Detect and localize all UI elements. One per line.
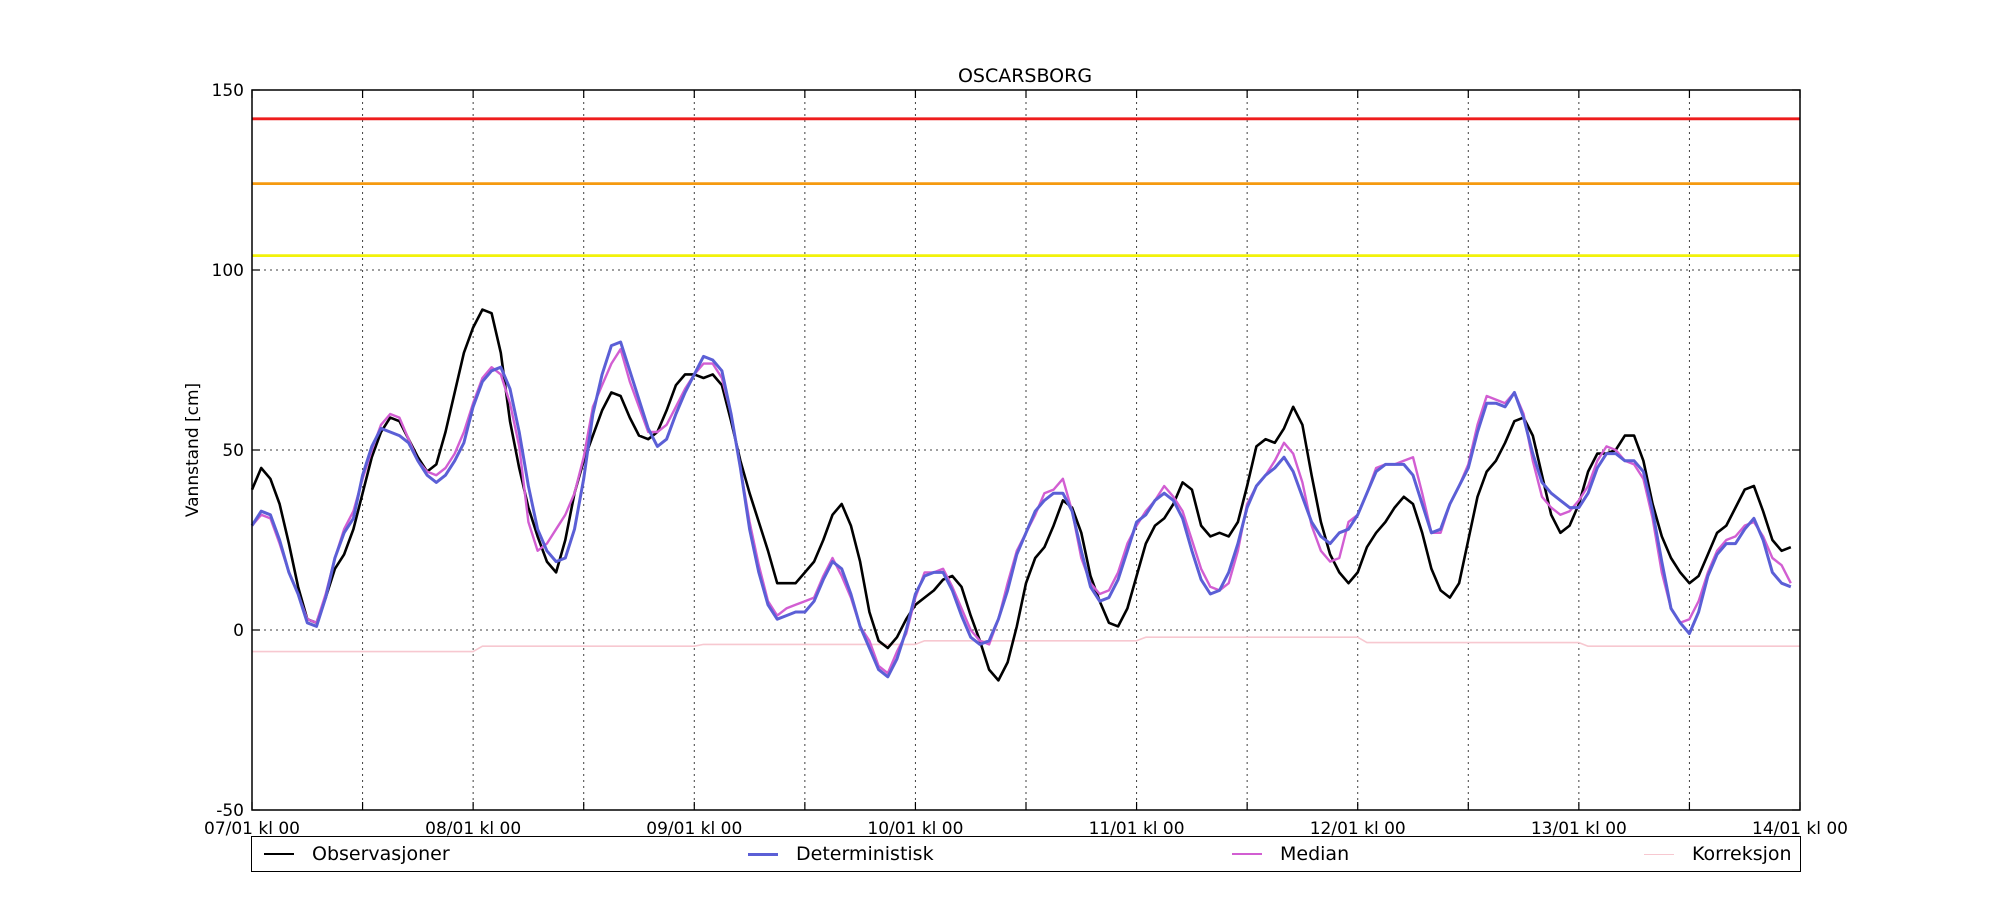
series-line-deterministisk [250, 340, 1792, 679]
legend-item-deterministisk: Deterministisk [748, 837, 934, 871]
x-tick-label: 08/01 kl 00 [425, 819, 521, 839]
x-tick-label: 12/01 kl 00 [1310, 819, 1406, 839]
legend-item-observasjoner: Observasjoner [264, 837, 450, 871]
legend-swatch [264, 853, 294, 855]
axis-ticks: -50 0 50 100 150 07/01 kl 00 08/01 kl 00 09/01 … [204, 81, 1848, 839]
grid-lines [252, 90, 1800, 810]
chart-title: OSCARSBORG [958, 65, 1092, 87]
x-tick-label: 11/01 kl 00 [1089, 819, 1185, 839]
x-tick-label: 09/01 kl 00 [646, 819, 742, 839]
x-tick-label: 10/01 kl 00 [867, 819, 963, 839]
series-line-korreksjon [252, 636, 1800, 653]
data-series [250, 308, 1800, 682]
x-tick-label: 07/01 kl 00 [204, 819, 300, 839]
legend-item-korreksjon: Korreksjon [1644, 837, 1792, 871]
legend-label: Median [1280, 843, 1350, 865]
y-tick-label: 150 [212, 81, 244, 101]
legend-swatch [748, 852, 778, 856]
series-line-median [251, 348, 1792, 675]
y-tick-label: 50 [222, 441, 244, 461]
legend-swatch [1644, 853, 1674, 855]
y-tick-label: -50 [216, 801, 244, 821]
chart-legend: Observasjoner Deterministisk Median Korr… [251, 836, 1801, 872]
y-tick-label: 0 [233, 621, 244, 641]
threshold-lines [252, 117, 1800, 258]
y-axis-label: Vannstand [cm] [183, 383, 203, 517]
y-tick-label: 100 [212, 261, 244, 281]
x-tick-label: 13/01 kl 00 [1531, 819, 1627, 839]
legend-swatch [1232, 853, 1262, 855]
legend-item-median: Median [1232, 837, 1349, 871]
x-tick-label: 14/01 kl 00 [1752, 819, 1848, 839]
legend-label: Deterministisk [796, 843, 934, 865]
series-line-observasjoner [250, 308, 1792, 682]
legend-label: Observasjoner [312, 843, 450, 865]
legend-label: Korreksjon [1692, 843, 1792, 865]
